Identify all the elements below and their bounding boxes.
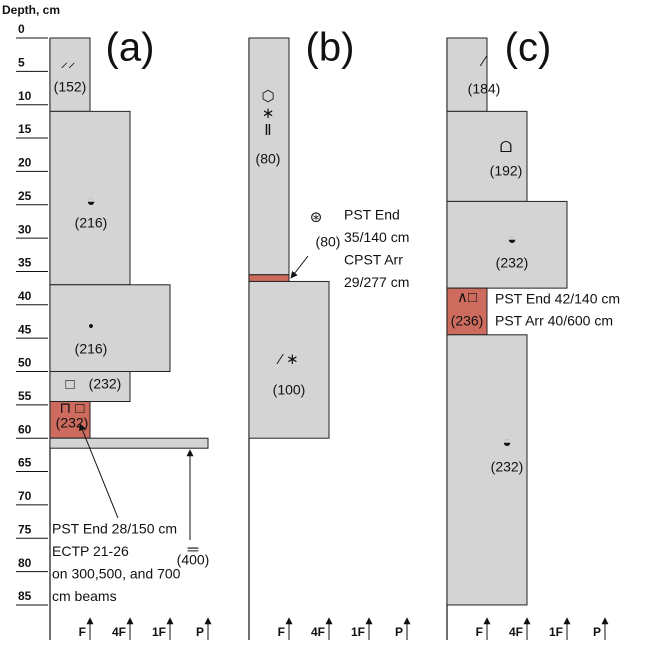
annotation: ECTP 21-26 <box>52 543 129 559</box>
hardness-label: 4F <box>311 625 325 639</box>
depth-tick-label: 35 <box>18 256 32 270</box>
depth-tick-label: 65 <box>18 456 32 470</box>
hardness-label: 1F <box>152 625 166 639</box>
snow-layer <box>446 110 528 202</box>
snow-layer <box>248 280 330 439</box>
annotation: PST End 28/150 cm <box>52 521 177 537</box>
grain-symbol: ⁄ <box>479 53 488 70</box>
grain-symbol: ═ <box>187 541 199 558</box>
grain-symbol: ᗝ <box>500 139 512 156</box>
grain-symbol: ⊓ □ <box>60 400 85 417</box>
grain-symbol: ◒ <box>86 193 95 210</box>
grain-size: (400) <box>177 552 210 568</box>
grain-symbol: ∗ <box>262 105 275 122</box>
annotation: PST End 42/140 cm <box>495 291 620 307</box>
snow-layer <box>49 284 171 373</box>
hardness-label: F <box>79 625 86 639</box>
grain-size: (232) <box>491 459 524 475</box>
grain-symbol: Ⅱ <box>264 122 271 139</box>
grain-size: (232) <box>56 415 89 431</box>
snow-layer <box>49 110 131 286</box>
depth-tick-label: 40 <box>18 289 32 303</box>
snow-layer <box>248 37 290 276</box>
snow-layer <box>446 334 528 606</box>
depth-tick-label: 80 <box>18 556 32 570</box>
grain-symbol: ◒ <box>502 434 511 451</box>
snow-layer <box>446 37 488 112</box>
grain-size: (80) <box>256 151 281 167</box>
panel-label: (a) <box>106 26 155 70</box>
grain-size: (184) <box>468 81 501 97</box>
grain-symbol: ⊛ <box>310 209 323 226</box>
hardness-label: P <box>196 625 204 639</box>
annotation: 29/277 cm <box>344 274 409 290</box>
depth-tick-label: 85 <box>18 589 32 603</box>
grain-symbol: ◒ <box>507 231 516 248</box>
depth-tick-label: 20 <box>18 156 32 170</box>
depth-tick-label: 5 <box>18 56 25 70</box>
grain-size: (232) <box>89 376 122 392</box>
grain-size: (216) <box>75 215 108 231</box>
arrow <box>290 255 309 279</box>
grain-symbol: ⁄ ∗ <box>275 351 298 368</box>
hardness-label: 1F <box>549 625 563 639</box>
weak-layer <box>248 274 290 282</box>
weak-layer <box>446 287 488 336</box>
depth-tick-label: 45 <box>18 322 32 336</box>
depth-tick-label: 60 <box>18 422 32 436</box>
grain-symbol: ⸝⸝ <box>60 54 75 71</box>
depth-tick-label: 75 <box>18 522 32 536</box>
panel-label: (b) <box>306 26 355 70</box>
hardness-label: 4F <box>112 625 126 639</box>
grain-size: (236) <box>451 313 484 329</box>
depth-axis-title: Depth, cm <box>2 3 60 17</box>
hardness-label: P <box>593 625 601 639</box>
snow-layer <box>446 200 568 289</box>
grain-size: (100) <box>273 382 306 398</box>
snow-layer <box>49 37 91 112</box>
grain-symbol: □ <box>65 376 74 393</box>
arrow <box>79 423 119 519</box>
hardness-label: P <box>395 625 403 639</box>
annotation: CPST Arr <box>344 252 403 268</box>
annotation: PST End <box>344 207 400 223</box>
hardness-label: 4F <box>509 625 523 639</box>
depth-tick-label: 10 <box>18 89 32 103</box>
snow-layer <box>49 371 131 403</box>
annotation: PST Arr 40/600 cm <box>495 313 613 329</box>
depth-tick-label: 15 <box>18 122 32 136</box>
depth-tick-label: 50 <box>18 356 32 370</box>
grain-symbol: • <box>88 318 93 335</box>
grain-size: (152) <box>54 79 87 95</box>
depth-tick-label: 0 <box>18 22 25 36</box>
grain-size: (80) <box>316 234 341 250</box>
depth-tick-label: 30 <box>18 222 32 236</box>
annotation: cm beams <box>52 588 117 604</box>
grain-size: (192) <box>490 163 523 179</box>
panel-label: (c) <box>505 26 552 70</box>
hardness-label: 1F <box>351 625 365 639</box>
grain-symbol: ⬡ <box>261 88 274 105</box>
depth-tick-label: 25 <box>18 189 32 203</box>
depth-tick-label: 55 <box>18 389 32 403</box>
grain-size: (216) <box>75 341 108 357</box>
annotation: 35/140 cm <box>344 229 409 245</box>
grain-size: (232) <box>496 255 529 271</box>
annotation: on 300,500, and 700 <box>52 566 181 582</box>
grain-symbol: ∧□ <box>457 289 477 306</box>
hardness-label: F <box>476 625 483 639</box>
snow-layer <box>49 437 209 449</box>
depth-tick-label: 70 <box>18 489 32 503</box>
hardness-label: F <box>278 625 285 639</box>
